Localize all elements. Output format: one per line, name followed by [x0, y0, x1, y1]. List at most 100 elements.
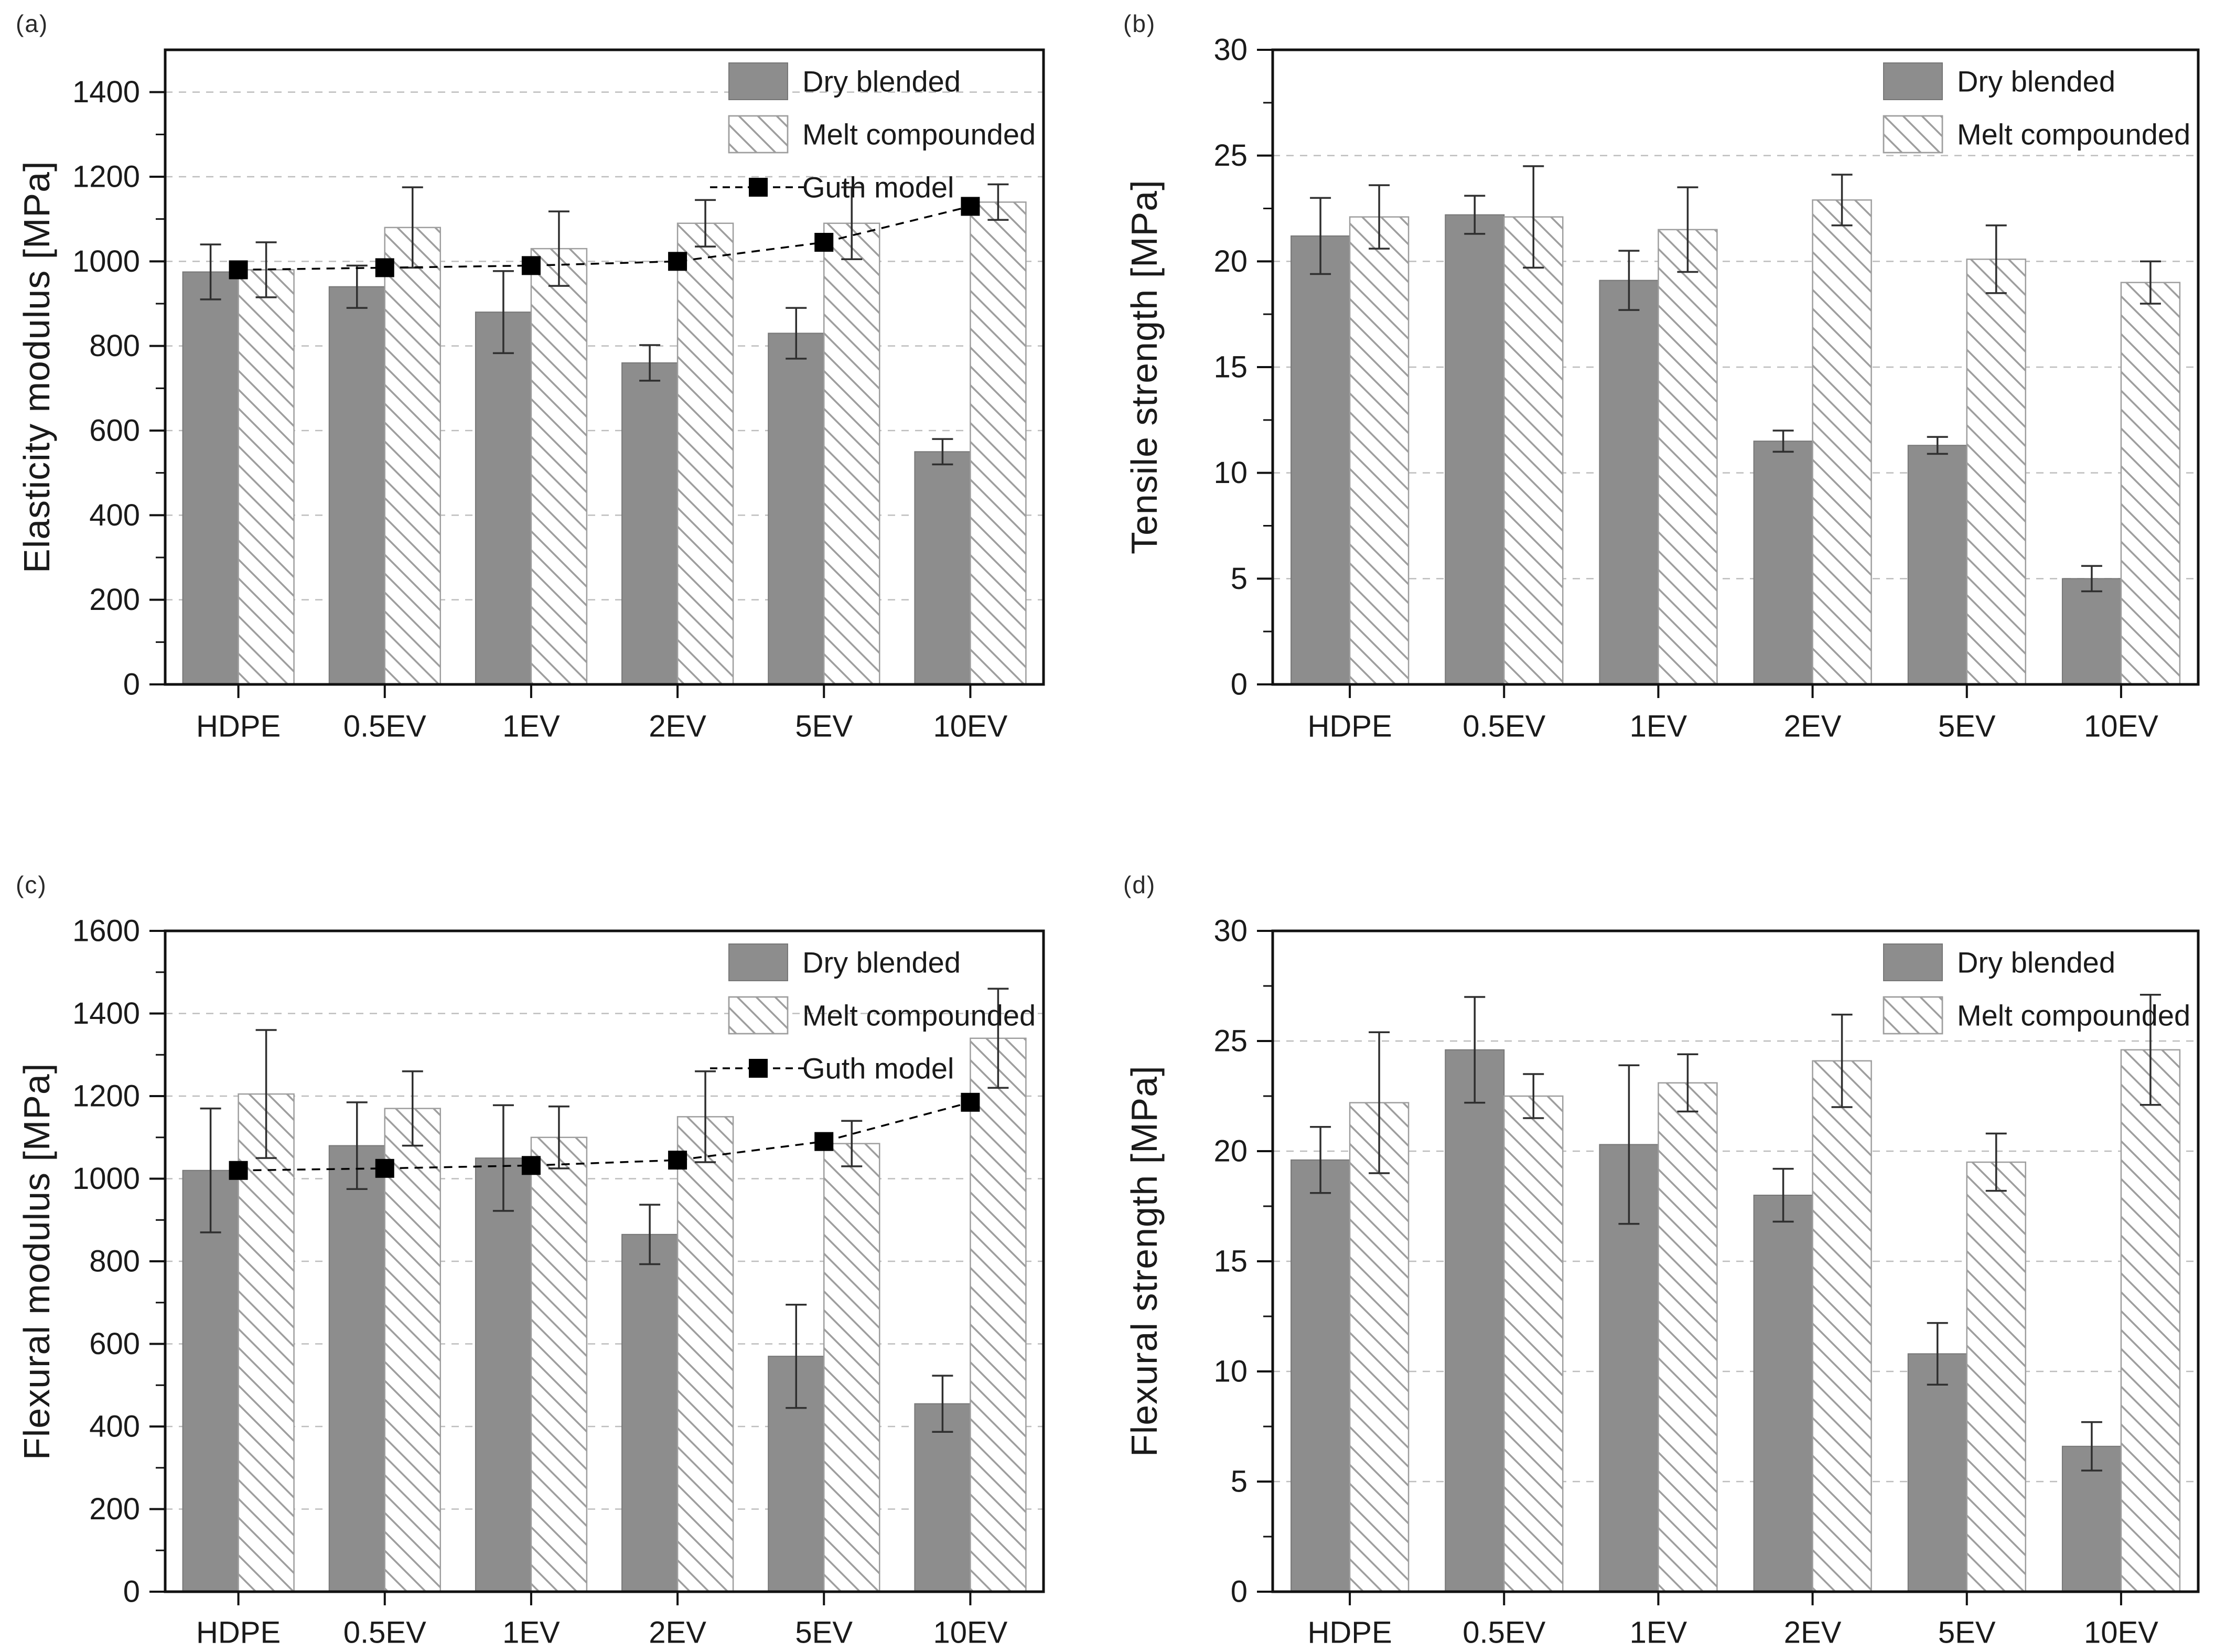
legend-item-guth: Guth model — [710, 171, 954, 204]
bar-dry-0.5EV — [328, 286, 385, 685]
y-tick-label: 400 — [89, 498, 140, 532]
y-tick-label: 1000 — [72, 244, 140, 278]
bar-dry-5EV — [1907, 1353, 1967, 1593]
legend-item-guth: Guth model — [710, 1052, 954, 1085]
panel-d: (d) Flexural strength [MPa] 0 5 10 15 20 25 30… — [1108, 826, 2215, 1652]
category-label: 2EV — [1784, 710, 1842, 744]
bar-melt-HDPE — [1349, 216, 1410, 685]
category-label: 0.5EV — [1463, 710, 1545, 744]
guth-marker-1EV — [521, 256, 541, 275]
bar-dry-0.5EV — [1445, 1049, 1505, 1592]
legend-swatch-dry — [728, 943, 788, 981]
legend: Dry blended Melt compounded Guth model — [710, 943, 1036, 1085]
legend-label-melt: Melt compounded — [1957, 118, 2190, 151]
y-tick-label: 30 — [1213, 914, 1248, 948]
y-tick-label: 10 — [1213, 456, 1248, 490]
category-label: 5EV — [795, 1616, 853, 1650]
guth-marker-10EV — [961, 197, 980, 216]
category-label: 2EV — [1784, 1616, 1842, 1650]
bar-melt-10EV — [970, 201, 1027, 685]
y-tick-label: 1400 — [72, 75, 140, 109]
bar-melt-0.5EV — [1503, 216, 1564, 685]
plot-frame — [164, 48, 1045, 686]
y-tick-label: 20 — [1213, 244, 1248, 278]
bar-dry-1EV — [475, 1157, 532, 1592]
y-tick-label: 600 — [89, 1327, 140, 1361]
chart-svg-d: 0 5 10 15 20 25 30 HDPE 0.5EV 1EV 2EV 5EV 10EV Dry bl… — [1213, 914, 2200, 1650]
category-label: 2EV — [649, 1616, 706, 1650]
bar-melt-10EV — [970, 1037, 1027, 1593]
y-tick-label: 200 — [89, 583, 140, 617]
panel-label: (c) — [16, 871, 47, 898]
legend-item-melt: Melt compounded — [1883, 996, 2190, 1035]
bar-dry-1EV — [1599, 280, 1659, 685]
bar-melt-0.5EV — [1503, 1095, 1564, 1593]
legend-label-melt: Melt compounded — [1957, 999, 2190, 1032]
y-tick-label: 800 — [89, 329, 140, 363]
bar-dry-2EV — [621, 1233, 679, 1592]
bar-dry-0.5EV — [1445, 214, 1505, 685]
y-tick-label: 1600 — [72, 914, 140, 948]
chart-svg-a: 0 200 400 600 800 1000 1200 1400 HDPE 0.5EV 1EV 2EV… — [72, 48, 1045, 744]
category-label: 0.5EV — [343, 1616, 426, 1650]
guth-marker-2EV — [668, 1151, 687, 1170]
legend-item-melt: Melt compounded — [728, 996, 1036, 1035]
bar-dry-2EV — [1753, 441, 1813, 685]
legend-label-dry: Dry blended — [802, 65, 961, 98]
chart-svg-c: 0 200 400 600 800 1000 1200 1400 1600 HDPE 0.5EV 1E… — [72, 914, 1045, 1650]
bar-melt-0.5EV — [384, 227, 441, 685]
category-label: 1EV — [1630, 710, 1687, 744]
category-label: 0.5EV — [1463, 1616, 1545, 1650]
category-label: 10EV — [933, 1616, 1007, 1650]
legend-label-melt: Melt compounded — [802, 999, 1036, 1032]
bar-melt-5EV — [1966, 259, 2026, 685]
y-tick-label: 200 — [89, 1492, 140, 1526]
legend-item-dry: Dry blended — [1883, 62, 2115, 100]
bar-dry-5EV — [1907, 445, 1967, 685]
bar-dry-HDPE — [1291, 235, 1351, 685]
bar-melt-HDPE — [238, 269, 295, 685]
guth-line — [238, 1101, 971, 1172]
legend-label-guth: Guth model — [802, 1052, 954, 1085]
bar-melt-1EV — [1658, 229, 1718, 685]
legend-label-melt: Melt compounded — [802, 118, 1036, 151]
bar-melt-2EV — [676, 222, 734, 685]
y-tick-label: 10 — [1213, 1355, 1248, 1389]
bar-melt-1EV — [530, 248, 588, 685]
bar-dry-2EV — [1753, 1195, 1813, 1592]
y-tick-label: 1000 — [72, 1162, 140, 1196]
legend-guth-marker — [749, 178, 768, 197]
y-tick-label: 1200 — [72, 160, 140, 194]
panel-label: (d) — [1123, 871, 1156, 898]
guth-marker-0.5EV — [375, 1158, 394, 1178]
bar-melt-2EV — [1812, 1060, 1872, 1593]
panel-label: (a) — [16, 10, 49, 37]
legend-swatch-melt — [728, 996, 789, 1035]
y-tick-label: 25 — [1213, 138, 1248, 173]
category-label: 1EV — [502, 710, 560, 744]
bar-dry-2EV — [621, 362, 679, 685]
bar-dry-10EV — [914, 1403, 971, 1592]
legend-label-dry: Dry blended — [1957, 946, 2115, 979]
bar-melt-5EV — [823, 1143, 880, 1593]
y-tick-label: 30 — [1213, 33, 1248, 67]
bar-melt-1EV — [1658, 1082, 1718, 1593]
bar-melt-5EV — [1966, 1161, 2026, 1593]
guth-marker-10EV — [961, 1092, 980, 1112]
panel-b: (b) Tensile strength [MPa] 0 5 10 15 20 25 30 H… — [1108, 0, 2215, 826]
legend-swatch-melt — [1883, 115, 1943, 154]
category-label: 5EV — [1938, 710, 1996, 744]
chart-host-d: 0 5 10 15 20 25 30 HDPE 0.5EV 1EV 2EV 5EV 10EV Dry bl… — [1108, 826, 2215, 1652]
bar-dry-HDPE — [182, 271, 239, 685]
y-tick-label: 1400 — [72, 996, 140, 1031]
y-tick-label: 600 — [89, 414, 140, 448]
panel-label: (b) — [1123, 10, 1156, 37]
category-label: 10EV — [933, 710, 1007, 744]
legend-swatch-dry — [1883, 62, 1943, 100]
y-tick-label: 5 — [1231, 562, 1248, 596]
bar-melt-10EV — [2120, 282, 2181, 685]
legend-swatch-dry — [728, 62, 788, 100]
legend-guth-marker — [749, 1059, 768, 1078]
bar-melt-0.5EV — [384, 1108, 441, 1593]
y-tick-label: 15 — [1213, 1245, 1248, 1279]
